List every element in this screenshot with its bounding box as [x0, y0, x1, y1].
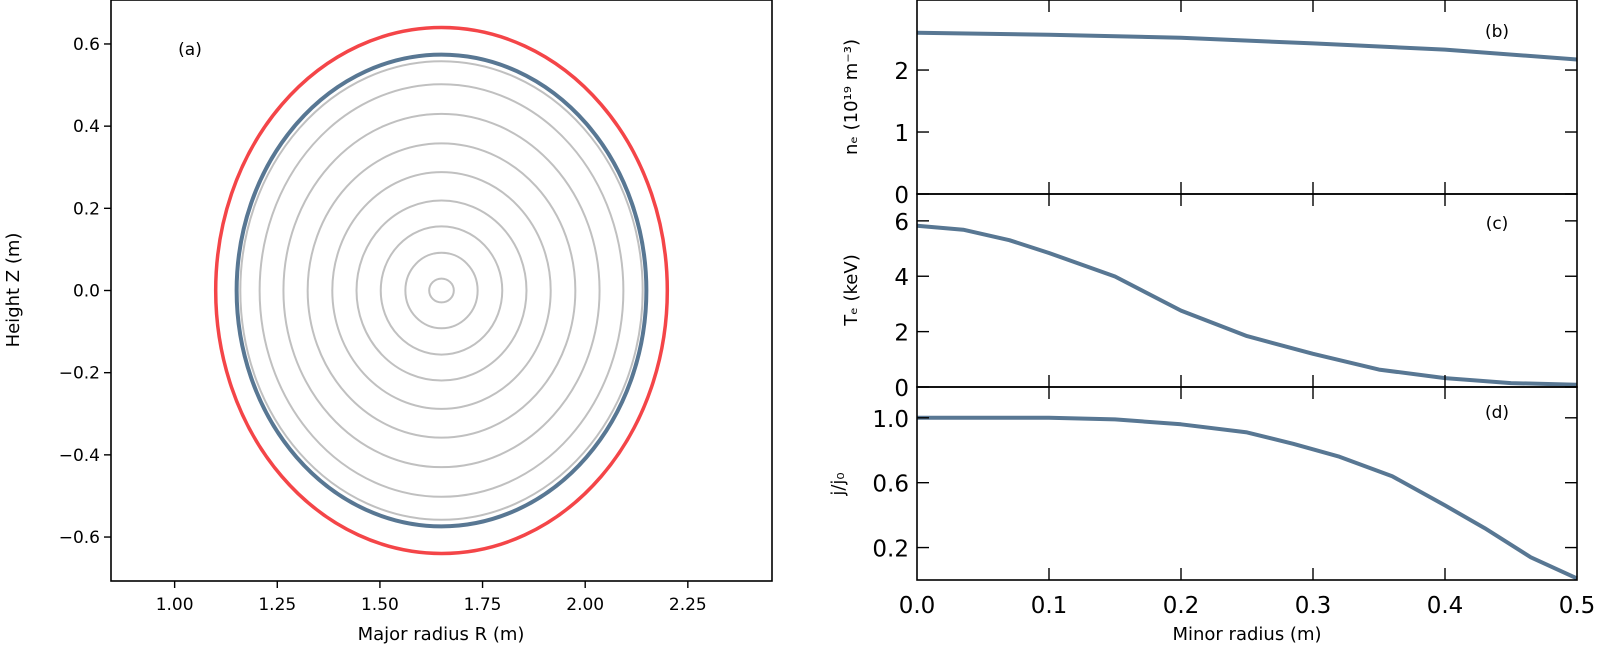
y-tick-label-a: −0.6 — [59, 528, 100, 548]
y-tick-label-d: 0.6 — [872, 472, 909, 498]
axes-frame-a — [110, 0, 773, 582]
y-tick-label-c: 0 — [894, 376, 909, 402]
y-tick-label-d: 1.0 — [872, 407, 909, 433]
y-tick-label-a: 0.4 — [73, 117, 100, 137]
y-axis-label-a: Height Z (m) — [3, 233, 24, 348]
x-axis-label-a: Major radius R (m) — [358, 624, 525, 645]
x-tick-label-a: 1.50 — [361, 595, 399, 615]
x-tick-label-d: 0.1 — [1031, 593, 1068, 619]
x-tick-label-a: 1.75 — [464, 595, 502, 615]
panel-a-cross-section: 1.00 1.25 1.50 1.75 2.00 2.25 −0.6 −0.4 −0.2 0.0 0… — [59, 0, 773, 615]
y-tick-label-a: −0.4 — [59, 446, 100, 466]
last-closed-flux-surface — [234, 52, 649, 529]
panel-label-a: (a) — [178, 40, 202, 60]
y-tick-label-c: 4 — [894, 265, 909, 291]
axes-frame-c — [916, 193, 1578, 388]
x-tick-label-a: 1.25 — [258, 595, 296, 615]
x-tick-label-d: 0.2 — [1163, 593, 1200, 619]
x-tick-label-a: 2.25 — [669, 595, 707, 615]
x-tick-label-a: 1.00 — [156, 595, 194, 615]
profile-line-c — [916, 223, 1578, 387]
panel-label-c: (c) — [1486, 214, 1509, 234]
flux-surface-4 — [331, 171, 552, 410]
y-tick-label-b: 0 — [894, 183, 909, 209]
y-tick-label-c: 2 — [894, 321, 909, 347]
flux-surface-3 — [355, 199, 528, 382]
profile-line-b — [916, 30, 1578, 62]
x-tick-label-d: 0.0 — [899, 593, 936, 619]
panel-b-density-profile: 0 1 2 — [894, 0, 1578, 209]
flux-surface-6 — [282, 112, 601, 469]
y-tick-label-b: 2 — [894, 59, 909, 85]
y-axis-label-c: Tₑ (keV) — [841, 254, 862, 326]
flux-surface-2 — [379, 225, 504, 356]
x-tick-label-d: 0.4 — [1427, 593, 1464, 619]
y-axis-label-b: nₑ (10¹⁹ m⁻³) — [841, 39, 862, 155]
outer-boundary — [213, 25, 670, 556]
y-tick-label-a: 0.6 — [73, 35, 100, 55]
y-tick-label-a: 0.2 — [73, 199, 100, 219]
x-tick-label-d: 0.3 — [1295, 593, 1332, 619]
panel-label-d: (d) — [1485, 403, 1509, 423]
flux-surface-0 — [428, 277, 455, 304]
axes-frame-b — [916, 0, 1578, 195]
y-tick-label-a: −0.2 — [59, 364, 100, 384]
profile-line-d — [917, 415, 1578, 581]
y-tick-label-a: 0.0 — [73, 282, 100, 302]
panel-label-b: (b) — [1485, 22, 1509, 42]
flux-surface-1 — [404, 251, 479, 330]
y-tick-label-b: 1 — [894, 121, 909, 147]
y-tick-label-c: 6 — [894, 210, 909, 236]
flux-surface-8 — [239, 60, 644, 521]
y-tick-label-d: 0.2 — [872, 537, 909, 563]
x-axis-label-d: Minor radius (m) — [1172, 624, 1321, 645]
x-tick-label-d: 0.5 — [1559, 593, 1596, 619]
panel-d-current-profile: 0.2 0.6 1.0 0.0 0.1 0.2 0.3 0.4 0.5 — [872, 386, 1596, 619]
axes-frame-d — [916, 386, 1578, 581]
flux-surface-5 — [306, 142, 577, 439]
flux-surface-7 — [258, 83, 625, 498]
x-tick-label-a: 2.00 — [566, 595, 604, 615]
panel-c-temperature-profile: 0 2 4 6 — [894, 193, 1578, 402]
y-axis-label-d: j/j₀ — [828, 472, 849, 496]
